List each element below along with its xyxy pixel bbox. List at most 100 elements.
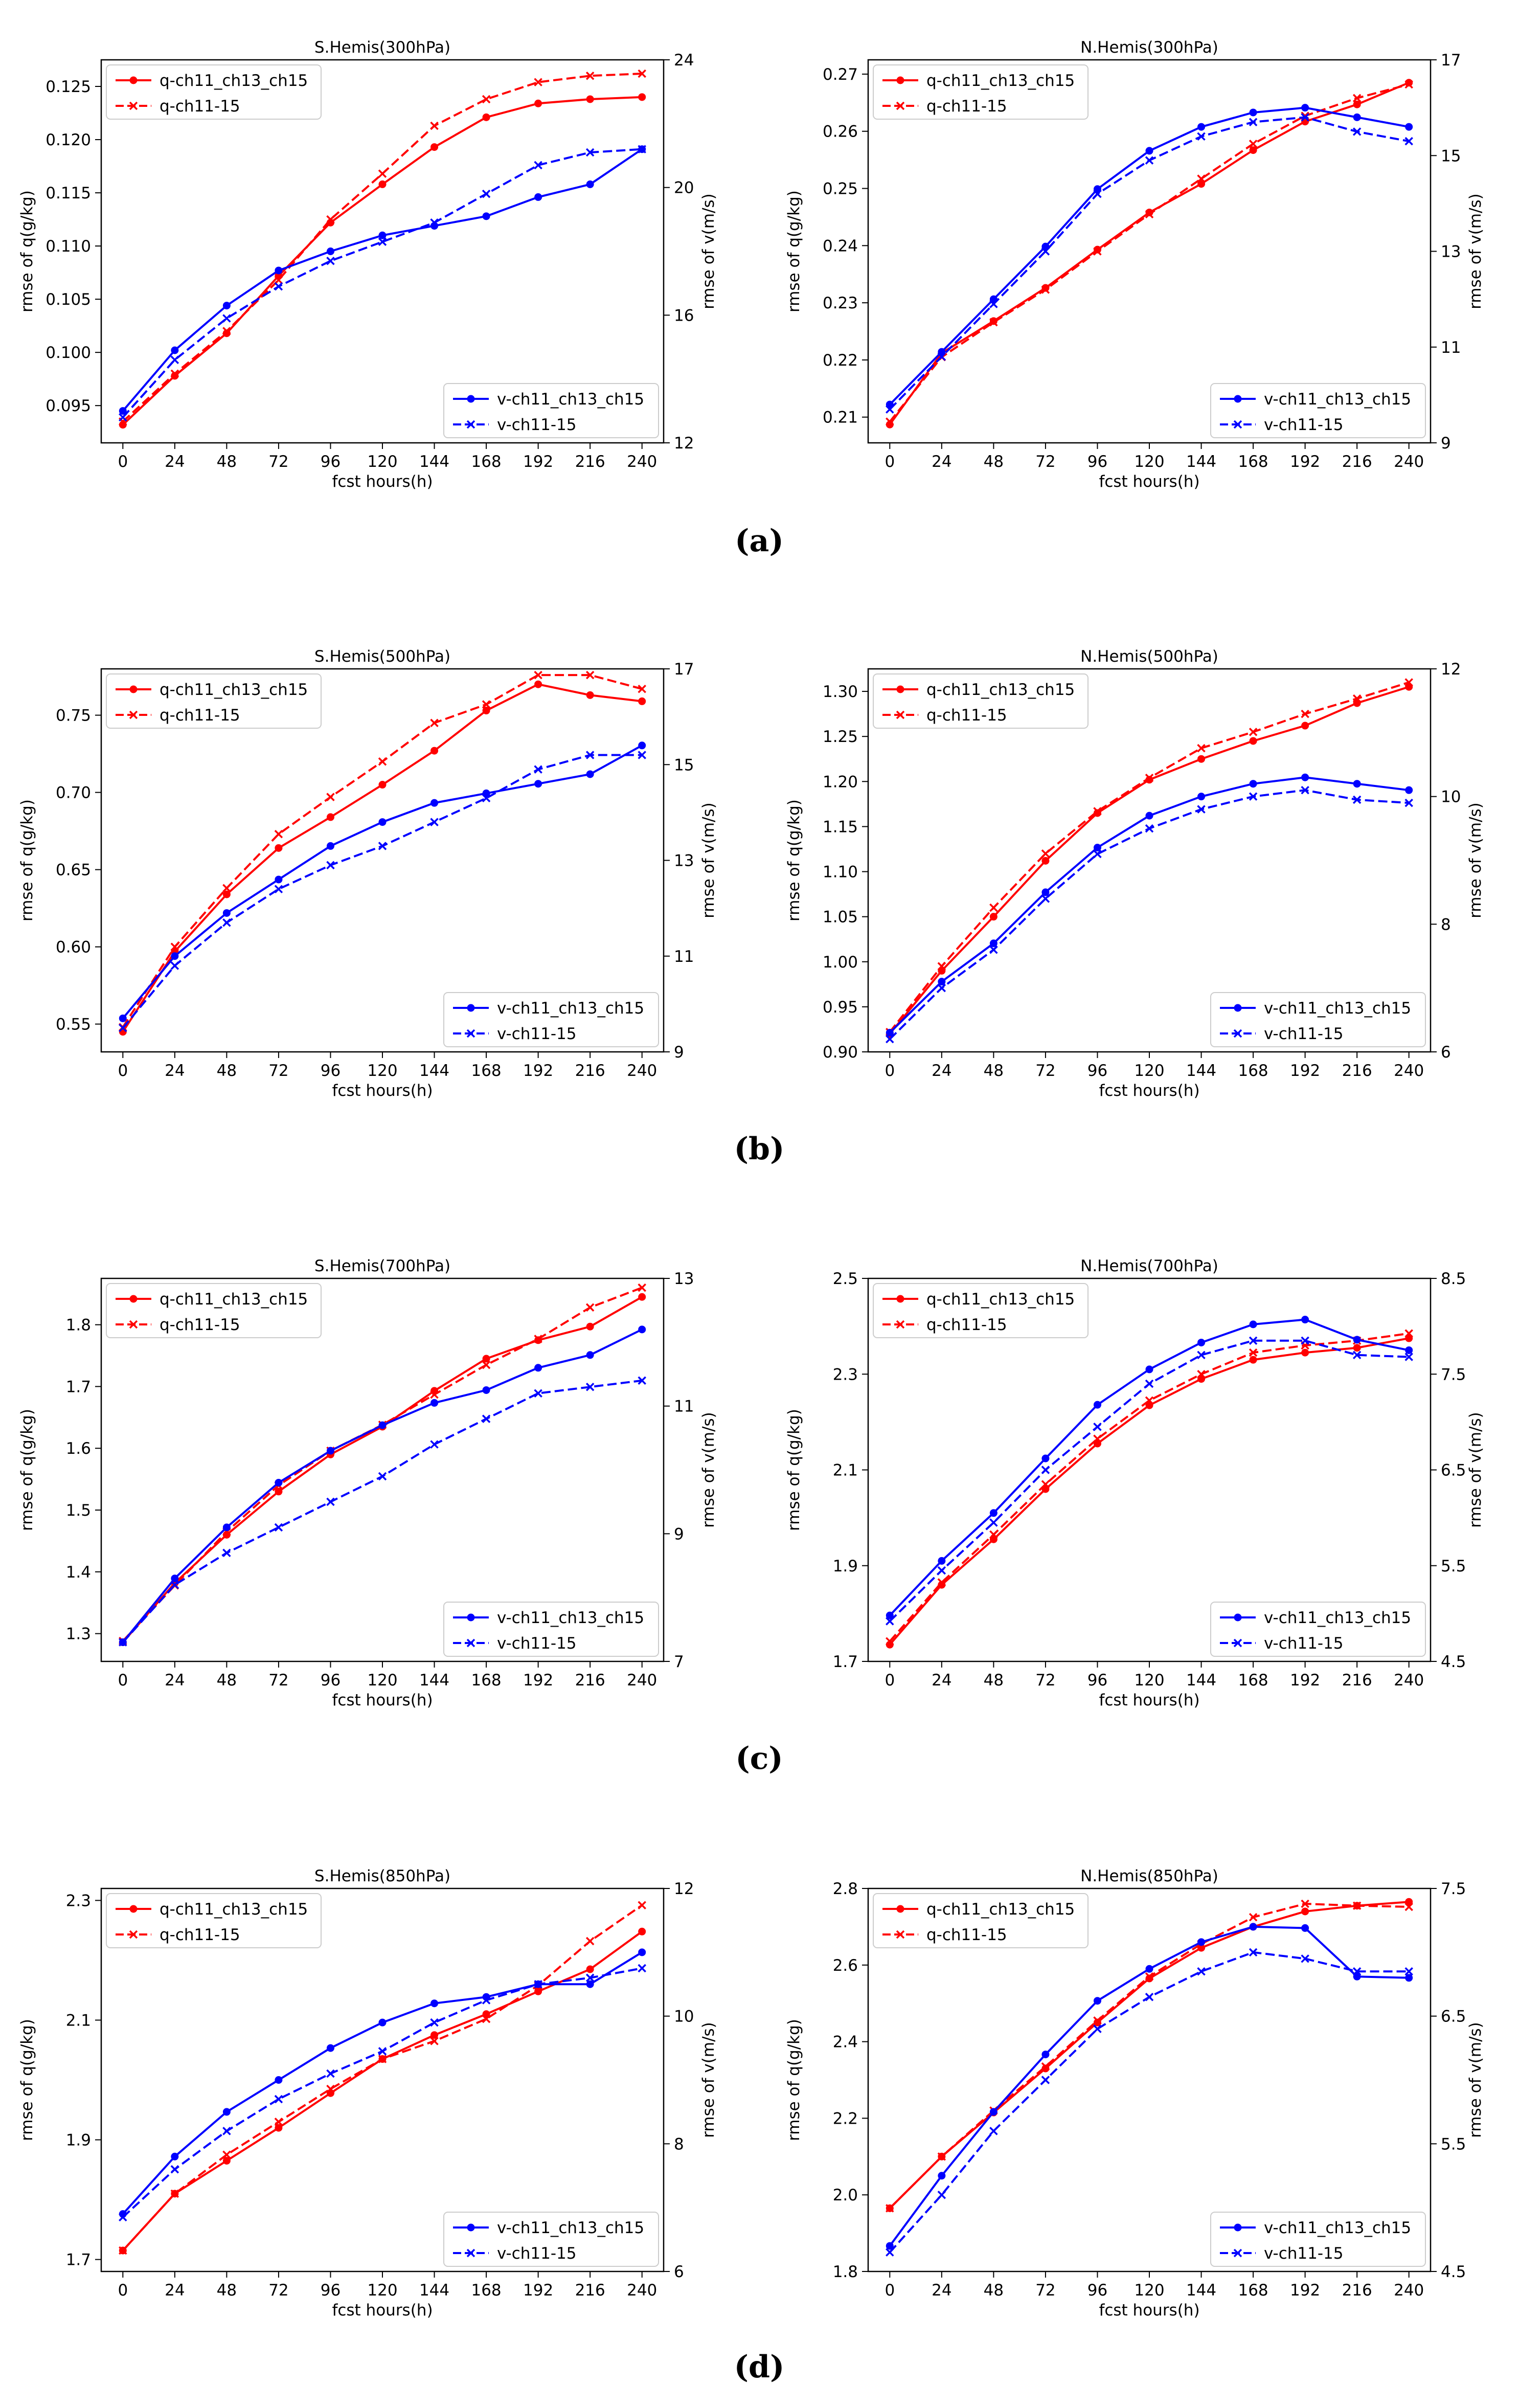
y-tick-label: 2.3: [66, 1892, 91, 1910]
y2-tick-label: 24: [674, 51, 694, 70]
data-point: [1093, 807, 1102, 816]
y-axis-label-left: rmse of q(g/kg): [785, 799, 803, 921]
y-tick-label: 0.27: [823, 65, 858, 84]
legend-marker: [466, 1638, 475, 1648]
data-point: [638, 93, 646, 101]
data-point: [482, 189, 491, 198]
y2-tick-label: 7.5: [1441, 1880, 1466, 1898]
data-point: [1093, 1401, 1101, 1409]
data-point: [886, 2242, 894, 2250]
legend-box: v-ch11_ch13_ch15 v-ch11-15: [443, 992, 659, 1047]
data-point: [378, 169, 387, 178]
y-tick-label: 1.9: [833, 1557, 858, 1576]
x-tick-label: 0: [885, 453, 895, 471]
data-point: [1093, 1997, 1101, 2005]
series-line-v-ch11-15: [122, 1967, 643, 2218]
x-tick-label: 48: [217, 453, 237, 471]
data-point: [586, 95, 594, 103]
data-point: [1145, 1972, 1154, 1981]
y-tick-label: 0.75: [56, 707, 91, 725]
data-point: [1093, 2024, 1102, 2033]
data-point: [430, 121, 439, 130]
y2-tick-label: 16: [674, 306, 694, 325]
legend-box: q-ch11_ch13_ch15 q-ch11-15: [873, 673, 1089, 729]
data-point: [326, 2044, 334, 2052]
y-tick-label: 2.1: [833, 1461, 858, 1480]
data-point: [638, 741, 646, 750]
data-point: [1041, 2076, 1050, 2084]
x-tick-label: 168: [471, 1671, 501, 1690]
data-point: [378, 231, 387, 239]
data-point: [1353, 1336, 1361, 1344]
y2-tick-label: 11: [1441, 339, 1461, 357]
data-point: [586, 691, 594, 699]
data-point: [1249, 1320, 1257, 1329]
legend-marker: [896, 101, 905, 110]
x-axis-label: fcst hours(h): [1099, 1691, 1199, 1709]
y-tick-label: 0.70: [56, 784, 91, 802]
legend-box: v-ch11_ch13_ch15 v-ch11-15: [443, 2212, 659, 2267]
x-axis-label: fcst hours(h): [332, 2301, 433, 2320]
chart-panel-4: N.Hemis(500hPa) 0 24 48 72 96 120 144 168 192 216 2…: [785, 647, 1485, 1100]
data-point: [1249, 140, 1258, 148]
data-point: [482, 794, 491, 803]
y2-tick-label: 15: [1441, 147, 1461, 165]
legend-marker: [129, 1295, 138, 1303]
data-point: [638, 1283, 646, 1292]
data-point: [482, 707, 490, 715]
data-point: [274, 885, 283, 893]
data-point: [222, 314, 231, 323]
x-tick-label: 240: [1394, 2281, 1424, 2300]
data-point: [1197, 1370, 1206, 1379]
data-point: [1041, 1454, 1050, 1462]
data-point: [1249, 780, 1257, 788]
data-point: [886, 417, 894, 426]
x-tick-label: 48: [217, 1062, 237, 1080]
data-point: [638, 1964, 646, 1973]
y-tick-label: 2.1: [66, 2011, 91, 2030]
x-tick-label: 192: [523, 1671, 553, 1690]
y-tick-label: 1.10: [823, 863, 858, 882]
data-point: [585, 1382, 595, 1391]
y-tick-label: 0.65: [56, 861, 91, 880]
legend-marker: [129, 1905, 138, 1913]
legend-marker: [466, 1029, 475, 1038]
data-point: [222, 1523, 231, 1532]
data-point: [534, 1364, 542, 1372]
data-point: [1301, 113, 1309, 122]
legend-label: q-ch11_ch13_ch15: [926, 72, 1075, 90]
y2-tick-label: 15: [674, 756, 694, 774]
x-tick-label: 216: [575, 1671, 605, 1690]
data-point: [378, 818, 387, 826]
legend-marker: [1233, 1029, 1242, 1038]
data-point: [378, 237, 387, 246]
y-tick-label: 1.30: [823, 683, 858, 701]
y2-tick-label: 6: [674, 2263, 684, 2281]
data-point: [1041, 2062, 1050, 2071]
data-point: [1197, 132, 1206, 141]
chart-title: S.Hemis(300hPa): [314, 38, 450, 57]
data-point: [1197, 1967, 1206, 1976]
data-point: [1301, 1336, 1309, 1345]
series-line-q-ch11-15: [889, 1332, 1409, 1642]
y-axis-label-left: rmse of q(g/kg): [785, 2019, 803, 2141]
data-point: [482, 2014, 491, 2023]
data-point: [171, 952, 179, 960]
x-tick-label: 48: [217, 2281, 237, 2300]
data-point: [482, 212, 490, 220]
data-point: [430, 1390, 439, 1399]
y2-tick-label: 6.5: [1441, 2008, 1466, 2026]
data-point: [1197, 174, 1206, 183]
data-point: [222, 329, 231, 337]
legend-box: q-ch11_ch13_ch15 q-ch11-15: [106, 673, 322, 729]
data-point: [1352, 1901, 1362, 1910]
data-point: [1145, 774, 1154, 782]
y2-tick-label: 9: [674, 1525, 684, 1543]
data-point: [1405, 786, 1413, 794]
data-point: [586, 1322, 594, 1331]
data-point: [274, 282, 283, 291]
data-point: [275, 875, 283, 884]
x-tick-label: 0: [118, 453, 128, 471]
data-point: [1145, 1379, 1154, 1388]
data-point: [1353, 113, 1361, 121]
